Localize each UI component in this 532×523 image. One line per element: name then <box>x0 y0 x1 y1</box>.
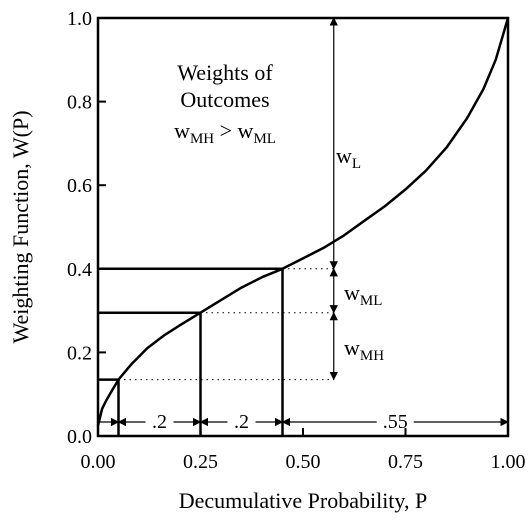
x-tick-label-2: 0.50 <box>286 451 321 473</box>
guide-lines <box>98 267 334 436</box>
annotation-w2: w <box>238 118 254 143</box>
gap-label-2: .55 <box>383 411 408 433</box>
y-tick-label-5: 1.0 <box>67 8 92 30</box>
x-tick-label-1: 0.25 <box>183 451 218 473</box>
y-tick-label-1: 0.2 <box>67 342 92 364</box>
weighting-curve <box>96 17 510 426</box>
gap-label-0: .2 <box>152 411 167 433</box>
x-tick-label-4: 1.00 <box>491 451 526 473</box>
curve-layer <box>96 17 510 426</box>
annotation-w1-sub: MH <box>190 131 214 147</box>
annotation-w1: w <box>174 118 190 143</box>
plot-frame <box>96 16 510 438</box>
weight-label-wL: wL <box>336 143 361 172</box>
annotation-w2-sub: ML <box>253 131 276 147</box>
y-tick-label-4: 0.8 <box>67 92 92 114</box>
weight-label-wML: wML <box>344 280 382 309</box>
y-tick-label-0: 0.0 <box>67 426 92 448</box>
gap-label-1: .2 <box>234 411 249 433</box>
x-tick-label-0: 0.00 <box>81 451 116 473</box>
annotation-inequality: wMH > wML <box>174 118 276 147</box>
y-axis-ticks: 0.0 0.2 0.4 0.6 0.8 1.0 <box>67 8 106 448</box>
weights-annotation: Weights of Outcomes wMH > wML <box>174 60 276 147</box>
gap-label-bg-1 <box>227 406 256 428</box>
annotation-line-1: Weights of <box>177 60 273 85</box>
x-axis-ticks: 0.00 0.25 0.50 0.75 1.00 <box>81 428 526 473</box>
y-tick-label-2: 0.4 <box>67 259 92 281</box>
probability-gap-labels: .2 .2 .55 <box>100 406 509 433</box>
weight-label-wMH: wMH <box>344 335 384 364</box>
annotation-gt: > <box>214 118 237 143</box>
x-axis-title: Decumulative Probability, P <box>179 488 427 513</box>
y-axis-title: Weighting Function, W(P) <box>8 110 33 343</box>
gap-label-bg-2 <box>376 406 414 428</box>
x-tick-label-3: 0.75 <box>388 451 423 473</box>
annotation-line-2: Outcomes <box>180 87 269 112</box>
y-tick-label-3: 0.6 <box>67 175 92 197</box>
gap-label-bg-0 <box>145 406 174 428</box>
